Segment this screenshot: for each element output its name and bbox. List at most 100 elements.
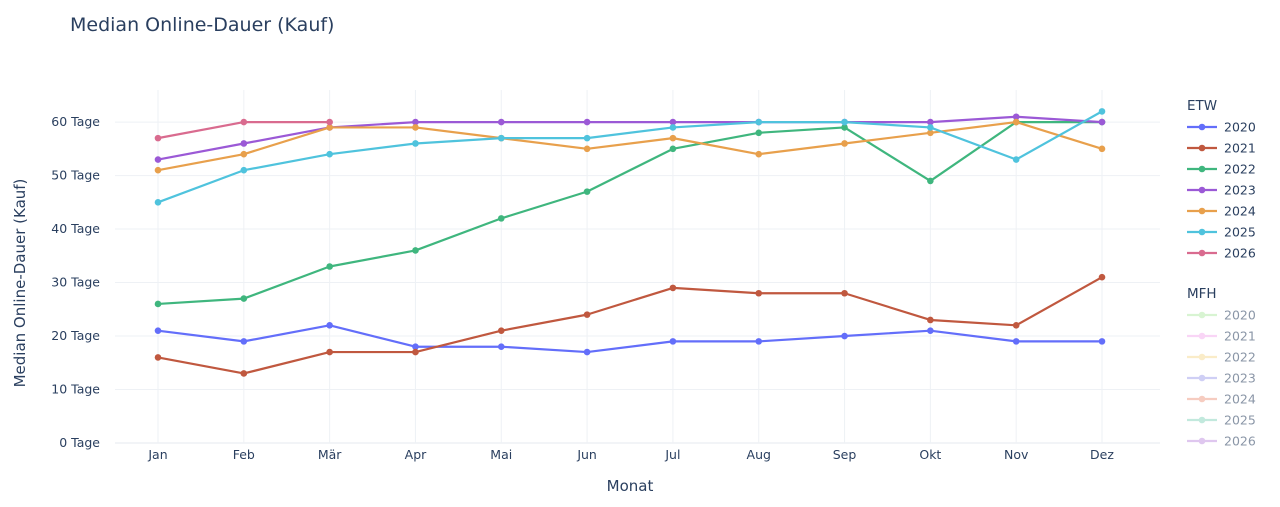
data-point[interactable] — [240, 118, 248, 126]
legend-label: 2022 — [1224, 162, 1256, 177]
legend-item-etw-2026[interactable]: 2026 — [1187, 246, 1256, 261]
legend-swatch-marker — [1198, 416, 1206, 424]
data-point[interactable] — [755, 129, 763, 137]
data-point[interactable] — [841, 118, 848, 126]
series-etw-2020 — [154, 322, 1106, 356]
data-point[interactable] — [1012, 322, 1020, 329]
data-point[interactable] — [240, 150, 248, 158]
data-point[interactable] — [240, 370, 248, 377]
data-point[interactable] — [669, 338, 677, 345]
data-point[interactable] — [497, 215, 505, 222]
data-point[interactable] — [583, 118, 591, 126]
data-point[interactable] — [154, 300, 162, 308]
x-tick-label: Sep — [833, 447, 857, 462]
data-point[interactable] — [326, 322, 333, 329]
legend-label: 2026 — [1224, 246, 1256, 261]
data-point[interactable] — [755, 150, 763, 158]
data-point[interactable] — [497, 134, 505, 142]
legend-item-mfh-2026[interactable]: 2026 — [1187, 434, 1256, 449]
data-point[interactable] — [669, 118, 677, 126]
series-line — [156, 324, 1104, 354]
legend-item-mfh-2023[interactable]: 2023 — [1187, 371, 1256, 386]
legend-item-mfh-2024[interactable]: 2024 — [1187, 392, 1256, 407]
data-point[interactable] — [154, 156, 162, 163]
data-point[interactable] — [927, 316, 934, 324]
data-point[interactable] — [1012, 156, 1020, 163]
data-point[interactable] — [669, 124, 677, 131]
data-point[interactable] — [841, 140, 848, 147]
data-point[interactable] — [154, 199, 162, 206]
data-point[interactable] — [927, 118, 934, 126]
data-point[interactable] — [1098, 338, 1106, 345]
legend-item-etw-2025[interactable]: 2025 — [1187, 225, 1256, 240]
data-point[interactable] — [240, 295, 248, 302]
data-point[interactable] — [1098, 118, 1106, 126]
data-point[interactable] — [927, 327, 934, 334]
data-point[interactable] — [583, 348, 591, 356]
legend-item-etw-2021[interactable]: 2021 — [1187, 141, 1256, 156]
data-point[interactable] — [326, 118, 333, 126]
data-point[interactable] — [412, 247, 419, 254]
data-point[interactable] — [412, 343, 419, 351]
data-point[interactable] — [927, 124, 934, 131]
data-point[interactable] — [1098, 273, 1106, 281]
legend-item-mfh-2022[interactable]: 2022 — [1187, 350, 1256, 365]
series-etw-2026 — [154, 118, 333, 142]
data-point[interactable] — [154, 327, 162, 334]
data-point[interactable] — [412, 348, 419, 356]
data-point[interactable] — [497, 343, 505, 351]
data-point[interactable] — [583, 134, 591, 142]
data-point[interactable] — [1012, 118, 1020, 126]
data-point[interactable] — [497, 327, 505, 334]
data-point[interactable] — [412, 118, 419, 126]
data-point[interactable] — [1098, 108, 1106, 115]
data-point[interactable] — [669, 134, 677, 142]
data-point[interactable] — [1098, 145, 1106, 153]
data-point[interactable] — [240, 140, 248, 147]
legend-label: 2025 — [1224, 225, 1256, 240]
data-point[interactable] — [841, 332, 848, 340]
data-point[interactable] — [326, 348, 333, 356]
data-point[interactable] — [1012, 338, 1020, 345]
data-point[interactable] — [841, 289, 848, 297]
data-point[interactable] — [326, 150, 333, 158]
legend-item-mfh-2025[interactable]: 2025 — [1187, 413, 1256, 428]
data-point[interactable] — [927, 129, 934, 137]
legend-item-mfh-2021[interactable]: 2021 — [1187, 329, 1256, 344]
legend-item-etw-2020[interactable]: 2020 — [1187, 120, 1256, 135]
series-line — [156, 276, 1104, 375]
data-point[interactable] — [412, 140, 419, 147]
data-point[interactable] — [154, 134, 162, 142]
data-point[interactable] — [154, 354, 162, 361]
data-point[interactable] — [1012, 113, 1020, 121]
data-point[interactable] — [154, 166, 162, 174]
data-point[interactable] — [240, 338, 248, 345]
data-point[interactable] — [755, 338, 763, 345]
data-point[interactable] — [841, 124, 848, 131]
y-tick-label: 40 Tage — [51, 221, 100, 236]
legend[interactable]: ETW 2020 2021 2022 2023 2024 2025 2026 MFH 2020 20… — [1187, 98, 1256, 449]
legend-item-mfh-2020[interactable]: 2020 — [1187, 308, 1256, 323]
data-point[interactable] — [583, 311, 591, 318]
data-point[interactable] — [326, 263, 333, 270]
data-point[interactable] — [240, 166, 248, 174]
legend-item-etw-2022[interactable]: 2022 — [1187, 162, 1256, 177]
data-point[interactable] — [755, 118, 763, 126]
data-point[interactable] — [497, 118, 505, 126]
data-point[interactable] — [583, 188, 591, 195]
x-tick-label: Jul — [664, 447, 680, 462]
data-point[interactable] — [583, 145, 591, 153]
legend-item-etw-2024[interactable]: 2024 — [1187, 204, 1256, 219]
x-tick-label: Jun — [576, 447, 597, 462]
data-point[interactable] — [412, 124, 419, 131]
x-tick-label: Aug — [747, 447, 771, 462]
legend-item-etw-2023[interactable]: 2023 — [1187, 183, 1256, 198]
data-point[interactable] — [927, 177, 934, 185]
data-point[interactable] — [326, 124, 333, 131]
data-point[interactable] — [669, 145, 677, 153]
series-line — [156, 120, 1104, 172]
data-point[interactable] — [669, 284, 677, 292]
data-point[interactable] — [755, 289, 763, 297]
legend-swatch-marker — [1198, 123, 1206, 131]
